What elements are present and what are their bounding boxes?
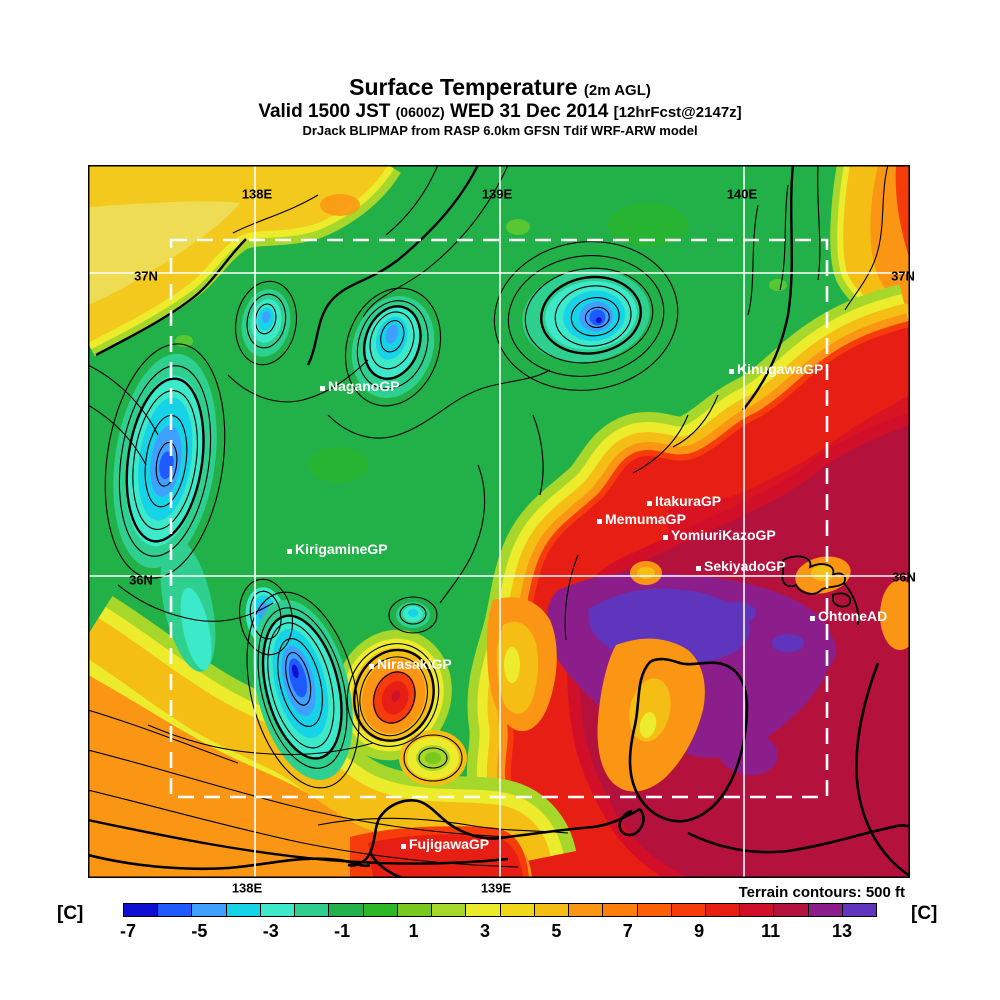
terrain-note: Terrain contours: 500 ft [738,884,905,901]
station-dot [369,664,374,669]
geo-grid-label: 139E [480,880,512,896]
lat-lon-grid [88,165,910,878]
colorbar-tick-label: 11 [761,921,781,941]
valid-time-line: Valid 1500 JST (0600Z) WED 31 Dec 2014 [… [0,101,1000,123]
cold-spot-south-large [253,600,353,780]
colorbar-tick-label: 3 [479,921,491,941]
station-label: YomiuriKazoGP [671,527,776,543]
colorbar-unit-right: [C] [911,903,938,924]
colorbar-cell-18 [740,904,775,916]
colorbar-cell-5 [295,904,330,916]
colorbar-tick-label: -1 [334,921,351,941]
valid-date: WED 31 Dec 2014 [444,101,614,122]
colorbar-cell-12 [534,904,570,916]
station-label: FujigawaGP [409,836,490,852]
temperature-field-plot [88,165,910,878]
colorbar-cell-6 [329,904,364,916]
colorbar-cell-7 [363,904,398,916]
station-dot [320,386,325,391]
valid-time: Valid 1500 JST [258,101,396,122]
colorbar-cell-9 [432,904,467,916]
geo-grid-label: 37N [134,268,158,284]
station-label: KirigamineGP [295,541,388,557]
colorbar-tick-label: 1 [408,921,419,941]
topleft-warm-zone [88,165,401,357]
cold-spot-left-tail [160,538,216,672]
colorbar-tick-label: 7 [622,921,633,941]
station-dot [597,519,602,524]
station-dot [663,535,668,540]
terrain-contours [88,165,889,868]
colorbar-tick-label: -5 [191,921,208,941]
temperature-map [88,165,910,878]
geo-grid-label: 139E [481,186,513,202]
station-label: KinugawaGP [737,361,824,377]
colorbar-tick-label: 5 [551,921,562,941]
colorbar-unit-left: [C] [57,903,84,924]
station-label: MemumaGP [605,511,686,527]
southwest-warm-zone [88,595,577,878]
colorbar-cell-10 [466,904,501,916]
colorbar-cell-13 [569,904,604,916]
station-label: ItakuraGP [655,493,722,509]
colorbar-cell-14 [603,904,638,916]
geo-grid-label: 37N [891,268,915,284]
colorbar-cell-17 [705,904,741,916]
station-dot [696,566,701,571]
yellow-green-bullseye [399,730,467,786]
map-frame [88,165,910,878]
station-label: NirasakiGP [377,656,452,672]
title-main: Surface Temperature [349,74,578,100]
geo-grid-label: 138E [241,186,273,202]
station-label: NaganoGP [328,378,400,394]
coastal-orange-areas [486,556,910,792]
colorbar-cell-16 [671,904,706,916]
colorbar-cell-20 [808,904,843,916]
geo-grid-label: 140E [726,186,758,202]
colorbar-cell-8 [397,904,433,916]
model-domain-dashed-box [169,238,829,799]
title-agl: (2m AGL) [583,82,651,99]
lake-outlines [781,555,860,626]
colorbar-tick-label: 9 [694,921,705,941]
station-label: OhtoneAD [818,608,888,624]
geo-grid-label: 36N [129,572,153,588]
colorbar-cell-3 [226,904,261,916]
colorbar-cell-21 [842,904,877,916]
station-label: SekiyadoGP [704,558,786,574]
model-subtitle: DrJack BLIPMAP from RASP 6.0km GFSN Tdif… [302,123,698,138]
colorbar-tick-label: 13 [831,921,853,941]
station-dot [287,549,292,554]
station-dot [647,501,652,506]
geo-grid-label: 138E [231,880,263,896]
colorbar-cell-15 [637,904,672,916]
station-dot [810,616,815,621]
colorbar-cell-4 [260,904,296,916]
colorbar-tick-label: -7 [119,921,137,941]
colorbar-tick-label: -3 [262,921,279,941]
green-texture-patches [175,203,796,501]
forecast-cycle: [12hrFcst@2147z] [613,104,742,121]
colorbar-cell-19 [774,904,809,916]
colorbar-cell-11 [500,904,535,916]
colorbar [123,903,877,917]
station-dot [401,844,406,849]
station-dot [729,369,734,374]
colorbar-cell-0 [124,904,159,916]
colorbar-cell-2 [192,904,227,916]
valid-time-utc: (0600Z) [395,104,445,120]
colorbar-cell-1 [158,904,193,916]
geo-grid-label: 36N [892,569,916,585]
page-title: Surface Temperature (2m AGL) [0,74,1000,101]
